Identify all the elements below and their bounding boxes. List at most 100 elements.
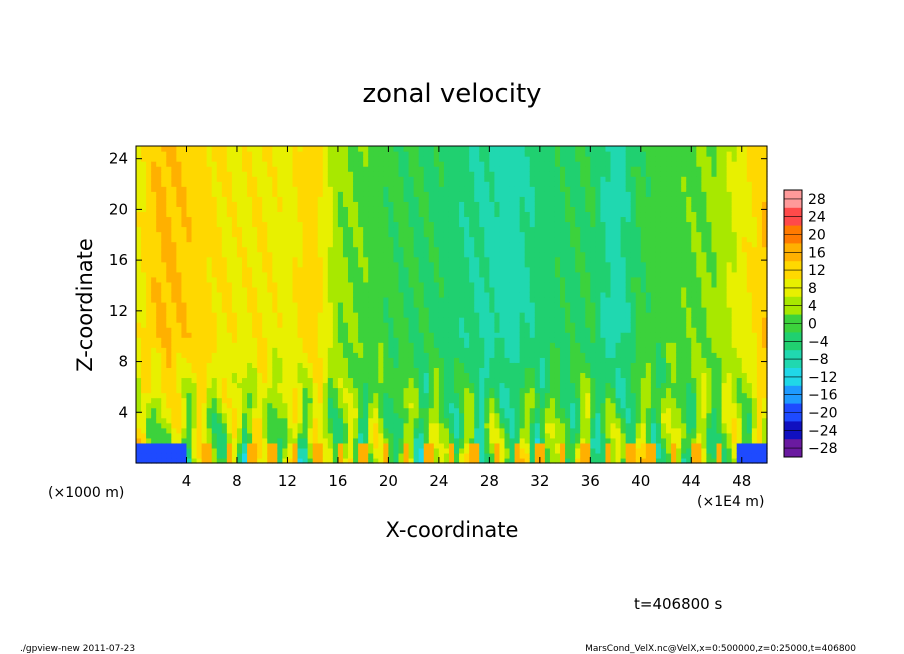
heatmap-cell — [438, 432, 445, 439]
heatmap-cell — [469, 241, 475, 248]
heatmap-cell — [398, 161, 405, 167]
heatmap-cell — [171, 241, 177, 248]
heatmap-cell — [327, 201, 334, 207]
heatmap-cell — [358, 176, 364, 182]
heatmap-cell — [161, 236, 167, 243]
heatmap-cell — [504, 196, 511, 202]
heatmap-cell — [216, 332, 223, 338]
heatmap-cell — [489, 221, 496, 228]
heatmap-cell — [171, 286, 177, 293]
heatmap-cell — [474, 266, 480, 273]
heatmap-cell — [484, 322, 490, 328]
plot-area — [136, 146, 768, 464]
heatmap-cell — [363, 457, 369, 464]
heatmap-cell — [221, 191, 228, 197]
heatmap-cell — [297, 347, 304, 353]
heatmap-cell — [373, 261, 379, 268]
heatmap-cell — [247, 181, 253, 187]
heatmap-cell — [292, 171, 299, 177]
heatmap-cell — [393, 397, 400, 404]
heatmap-cell — [443, 241, 450, 248]
heatmap-cell — [257, 156, 263, 162]
heatmap-cell — [221, 312, 228, 318]
heatmap-cell — [231, 337, 238, 343]
heatmap-cell — [262, 397, 268, 404]
heatmap-cell — [171, 397, 177, 404]
heatmap-cell — [348, 412, 354, 419]
heatmap-cell — [327, 176, 334, 182]
heatmap-cell — [342, 322, 349, 328]
heatmap-cell — [327, 437, 334, 444]
heatmap-cell — [146, 236, 152, 243]
heatmap-cell — [358, 347, 364, 353]
heatmap-cell — [337, 196, 344, 202]
heatmap-cell — [277, 337, 283, 343]
heatmap-cell — [509, 296, 516, 303]
heatmap-cell — [469, 296, 475, 303]
heatmap-cell — [242, 251, 248, 258]
heatmap-cell — [479, 186, 485, 192]
heatmap-cell — [176, 417, 183, 424]
heatmap-cell — [438, 387, 445, 394]
heatmap-cell — [327, 432, 334, 439]
heatmap-cell — [454, 206, 460, 213]
heatmap-cell — [393, 437, 400, 444]
heatmap-cell — [302, 216, 309, 223]
heatmap-cell — [277, 151, 283, 157]
heatmap-cell — [231, 196, 238, 202]
heatmap-cell — [176, 171, 183, 177]
heatmap-cell — [307, 437, 314, 444]
heatmap-cell — [368, 186, 374, 192]
heatmap-cell — [136, 317, 142, 323]
heatmap-cell — [514, 236, 521, 243]
heatmap-cell — [519, 176, 526, 182]
heatmap-cell — [433, 171, 440, 177]
heatmap-cell — [378, 221, 384, 228]
heatmap-cell — [221, 256, 228, 263]
heatmap-cell — [297, 407, 304, 414]
heatmap-cell — [171, 387, 177, 394]
heatmap-cell — [353, 332, 359, 338]
heatmap-cell — [413, 146, 420, 152]
heatmap-cell — [302, 342, 309, 348]
heatmap-cell — [176, 457, 183, 464]
heatmap-cell — [181, 226, 188, 233]
heatmap-cell — [287, 337, 294, 343]
heatmap-cell — [393, 261, 400, 268]
heatmap-cell — [161, 352, 167, 358]
heatmap-cell — [171, 317, 177, 323]
heatmap-cell — [216, 236, 223, 243]
heatmap-cell — [519, 206, 526, 213]
heatmap-cell — [196, 372, 203, 379]
heatmap-cell — [186, 166, 193, 172]
heatmap-cell — [398, 241, 405, 248]
heatmap-cell — [464, 301, 470, 308]
heatmap-cell — [236, 206, 243, 213]
heatmap-cell — [151, 412, 157, 419]
heatmap-cell — [176, 367, 183, 374]
heatmap-cell — [363, 377, 369, 384]
heatmap-cell — [221, 251, 228, 258]
heatmap-cell — [342, 317, 349, 323]
heatmap-cell — [499, 457, 506, 464]
heatmap-cell — [191, 271, 198, 278]
heatmap-cell — [337, 422, 344, 429]
heatmap-cell — [307, 236, 314, 243]
heatmap-cell — [156, 296, 162, 303]
heatmap-cell — [297, 166, 304, 172]
heatmap-cell — [514, 296, 521, 303]
heatmap-cell — [156, 457, 162, 464]
heatmap-cell — [151, 437, 157, 444]
heatmap-cell — [136, 457, 142, 464]
heatmap-cell — [489, 327, 496, 333]
heatmap-cell — [272, 196, 278, 202]
heatmap-cell — [494, 181, 501, 187]
heatmap-cell — [403, 271, 410, 278]
heatmap-cell — [373, 171, 379, 177]
heatmap-cell — [257, 412, 263, 419]
heatmap-cell — [423, 196, 430, 202]
heatmap-cell — [433, 186, 440, 192]
heatmap-cell — [499, 151, 506, 157]
heatmap-cell — [272, 317, 278, 323]
heatmap-cell — [423, 286, 430, 293]
